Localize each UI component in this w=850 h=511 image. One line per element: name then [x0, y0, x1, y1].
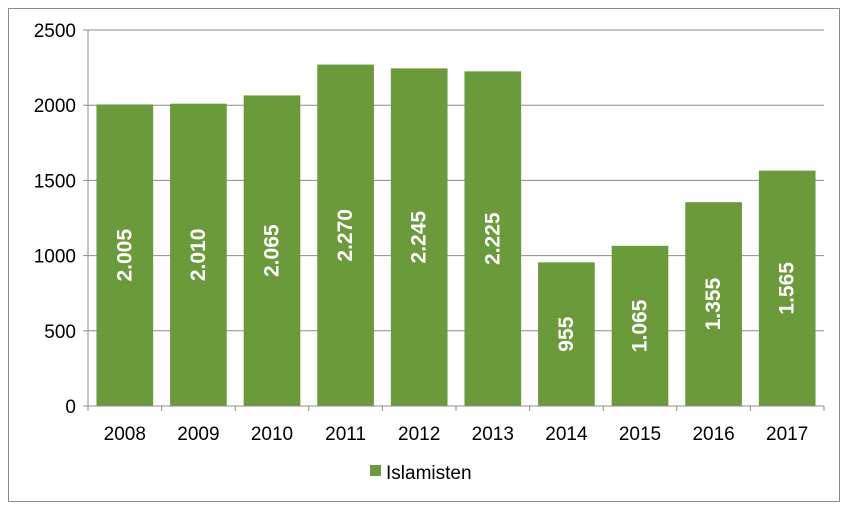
x-tick-label: 2017 [766, 424, 808, 445]
data-label: 2.245 [408, 211, 431, 264]
data-label: 1.065 [629, 299, 652, 352]
data-labels: 2.005 2.010 2.065 2.270 2.245 2.225 955 1.065 1.… [113, 209, 798, 352]
y-tick-label: 0 [65, 397, 76, 418]
legend: Islamisten [370, 463, 472, 484]
data-label: 955 [555, 316, 578, 351]
x-tick-labels: 2008 2009 2010 2011 2012 2013 2014 2015 2016 2017 [104, 424, 809, 445]
data-label: 2.270 [334, 209, 357, 262]
x-tick-label: 2014 [545, 424, 588, 445]
y-tick-label: 2500 [34, 21, 76, 42]
x-tick-label: 2010 [251, 424, 293, 445]
legend-label: Islamisten [386, 463, 472, 484]
axes [87, 30, 824, 407]
x-tick-label: 2013 [472, 424, 514, 445]
bar [170, 103, 227, 407]
y-tick-label: 1500 [34, 171, 76, 192]
bar [243, 95, 301, 406]
y-tick-label: 500 [44, 322, 76, 343]
data-label: 2.065 [261, 224, 284, 277]
legend-swatch [370, 465, 381, 476]
bar [390, 68, 448, 407]
data-label: 2.005 [113, 229, 136, 282]
bar [464, 71, 522, 407]
y-tick-label: 1000 [34, 247, 76, 268]
bar [538, 262, 595, 406]
bar [611, 245, 669, 406]
data-label: 2.225 [481, 212, 504, 265]
y-tick-label: 2000 [34, 96, 76, 117]
x-tick-label: 2011 [325, 424, 366, 445]
bar [758, 170, 816, 406]
x-tick-label: 2009 [177, 424, 219, 445]
bar [685, 202, 742, 406]
data-label: 2.010 [187, 229, 210, 282]
bar [96, 104, 154, 406]
y-tick-labels: 0 500 1000 1500 2000 2500 [34, 21, 76, 418]
data-label: 1.355 [702, 278, 725, 331]
x-tick-label: 2016 [692, 424, 734, 445]
data-label: 1.565 [776, 262, 799, 315]
bar [317, 64, 374, 406]
bars [96, 64, 816, 407]
x-tick-label: 2008 [104, 424, 146, 445]
x-tick-label: 2015 [619, 424, 661, 445]
x-tick-label: 2012 [398, 424, 440, 445]
